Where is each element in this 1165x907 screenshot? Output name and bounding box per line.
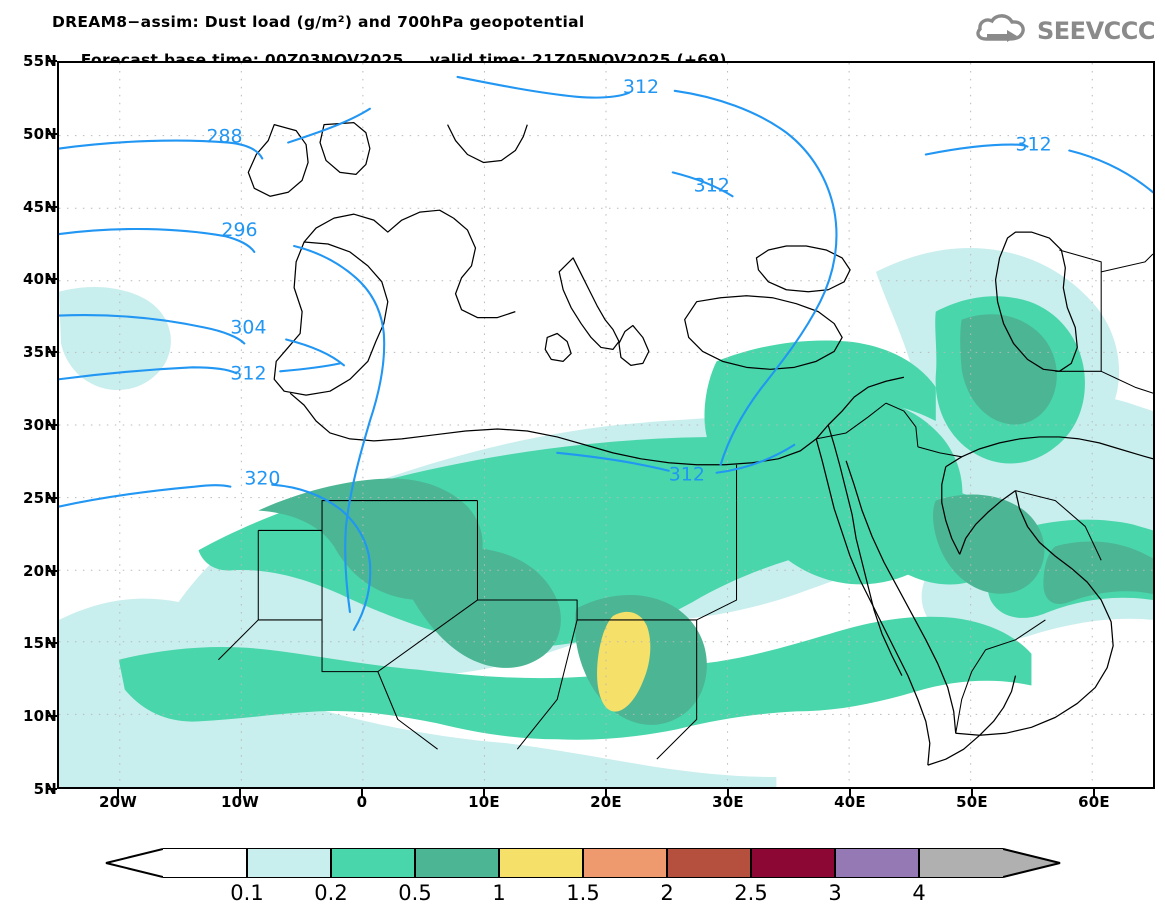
y-tick-label-40N: 40N <box>22 270 57 288</box>
colorbar-extend-max <box>1003 848 1061 878</box>
contour-label-312-east: 312 <box>1016 134 1052 156</box>
colorbar-cell-3 <box>415 848 499 878</box>
colorbar-extend-min <box>105 848 163 878</box>
y-tick-label-10N: 10N <box>22 707 57 725</box>
colorbar-extend-min-outline <box>105 848 164 878</box>
colorbar-cell-4 <box>499 848 583 878</box>
colorbar-tick-3: 3 <box>828 881 842 905</box>
map-gridlines <box>59 63 1153 787</box>
cloud-arrow-icon <box>974 13 1030 49</box>
map-plot-area: 288 296 304 312 320 312 312 312 312 <box>57 61 1155 789</box>
colorbar-tick-2: 2 <box>660 881 674 905</box>
page-title: DREAM8−assim: Dust load (g/m²) and 700hP… <box>52 13 585 31</box>
colorbar-cell-5 <box>583 848 667 878</box>
seevccc-logo: SEEVCCC <box>974 13 1156 49</box>
x-tick-label-0: 0 <box>356 793 368 811</box>
map-coastlines <box>218 122 1153 766</box>
chart-header: DREAM8−assim: Dust load (g/m²) and 700hP… <box>0 0 1165 69</box>
x-tick-label-10W: 10W <box>220 793 260 811</box>
y-tick-label-30N: 30N <box>22 416 57 434</box>
contour-label-312-center: 312 <box>669 464 705 486</box>
y-tick-label-25N: 25N <box>22 489 57 507</box>
contour-label-296: 296 <box>221 219 257 241</box>
colorbar-cell-6 <box>667 848 751 878</box>
y-tick-label-50N: 50N <box>22 125 57 143</box>
contour-label-312-north: 312 <box>623 76 659 98</box>
x-tick-label-60E: 60E <box>1078 793 1110 811</box>
y-tick-label-20N: 20N <box>22 562 57 580</box>
colorbar-cell-2 <box>331 848 415 878</box>
colorbar-tick-1.5: 1.5 <box>566 881 600 905</box>
x-tick-label-20W: 20W <box>98 793 138 811</box>
x-tick-label-30E: 30E <box>712 793 744 811</box>
colorbar-extend-max-outline <box>1002 848 1061 878</box>
colorbar-cell-1 <box>247 848 331 878</box>
colorbar-tick-0.5: 0.5 <box>398 881 432 905</box>
colorbar-tick-4: 4 <box>912 881 926 905</box>
colorbar: 0.1 0.2 0.5 1 1.5 2 2.5 3 4 <box>0 845 1165 907</box>
colorbar-tick-0.2: 0.2 <box>314 881 348 905</box>
colorbar-cell-9 <box>919 848 1003 878</box>
x-tick-label-50E: 50E <box>956 793 988 811</box>
colorbar-tick-2.5: 2.5 <box>734 881 768 905</box>
dust-band-1-1.5 <box>597 611 651 712</box>
x-tick-label-20E: 20E <box>590 793 622 811</box>
colorbar-cells <box>105 848 1061 878</box>
geopotential-contours <box>59 75 1153 631</box>
contour-label-304: 304 <box>230 317 266 339</box>
contour-label-288: 288 <box>206 126 242 148</box>
y-tick-label-55N: 55N <box>22 52 57 70</box>
colorbar-cell-7 <box>751 848 835 878</box>
contour-label-312-romania: 312 <box>694 174 730 196</box>
logo-text: SEEVCCC <box>1037 17 1156 45</box>
contour-label-320: 320 <box>244 468 280 490</box>
x-tick-label-10E: 10E <box>468 793 500 811</box>
x-tick-label-40E: 40E <box>834 793 866 811</box>
contour-label-312-west: 312 <box>230 362 266 384</box>
colorbar-cell-8 <box>835 848 919 878</box>
y-tick-label-45N: 45N <box>22 198 57 216</box>
y-tick-label-15N: 15N <box>22 634 57 652</box>
contour-labels: 288 296 304 312 320 312 312 312 312 <box>206 76 1051 490</box>
y-tick-label-35N: 35N <box>22 343 57 361</box>
colorbar-tick-1: 1 <box>492 881 506 905</box>
y-tick-label-5N: 5N <box>33 780 57 798</box>
colorbar-cell-0 <box>163 848 247 878</box>
colorbar-tick-0.1: 0.1 <box>230 881 264 905</box>
dust-load-map: 288 296 304 312 320 312 312 312 312 <box>59 63 1153 787</box>
